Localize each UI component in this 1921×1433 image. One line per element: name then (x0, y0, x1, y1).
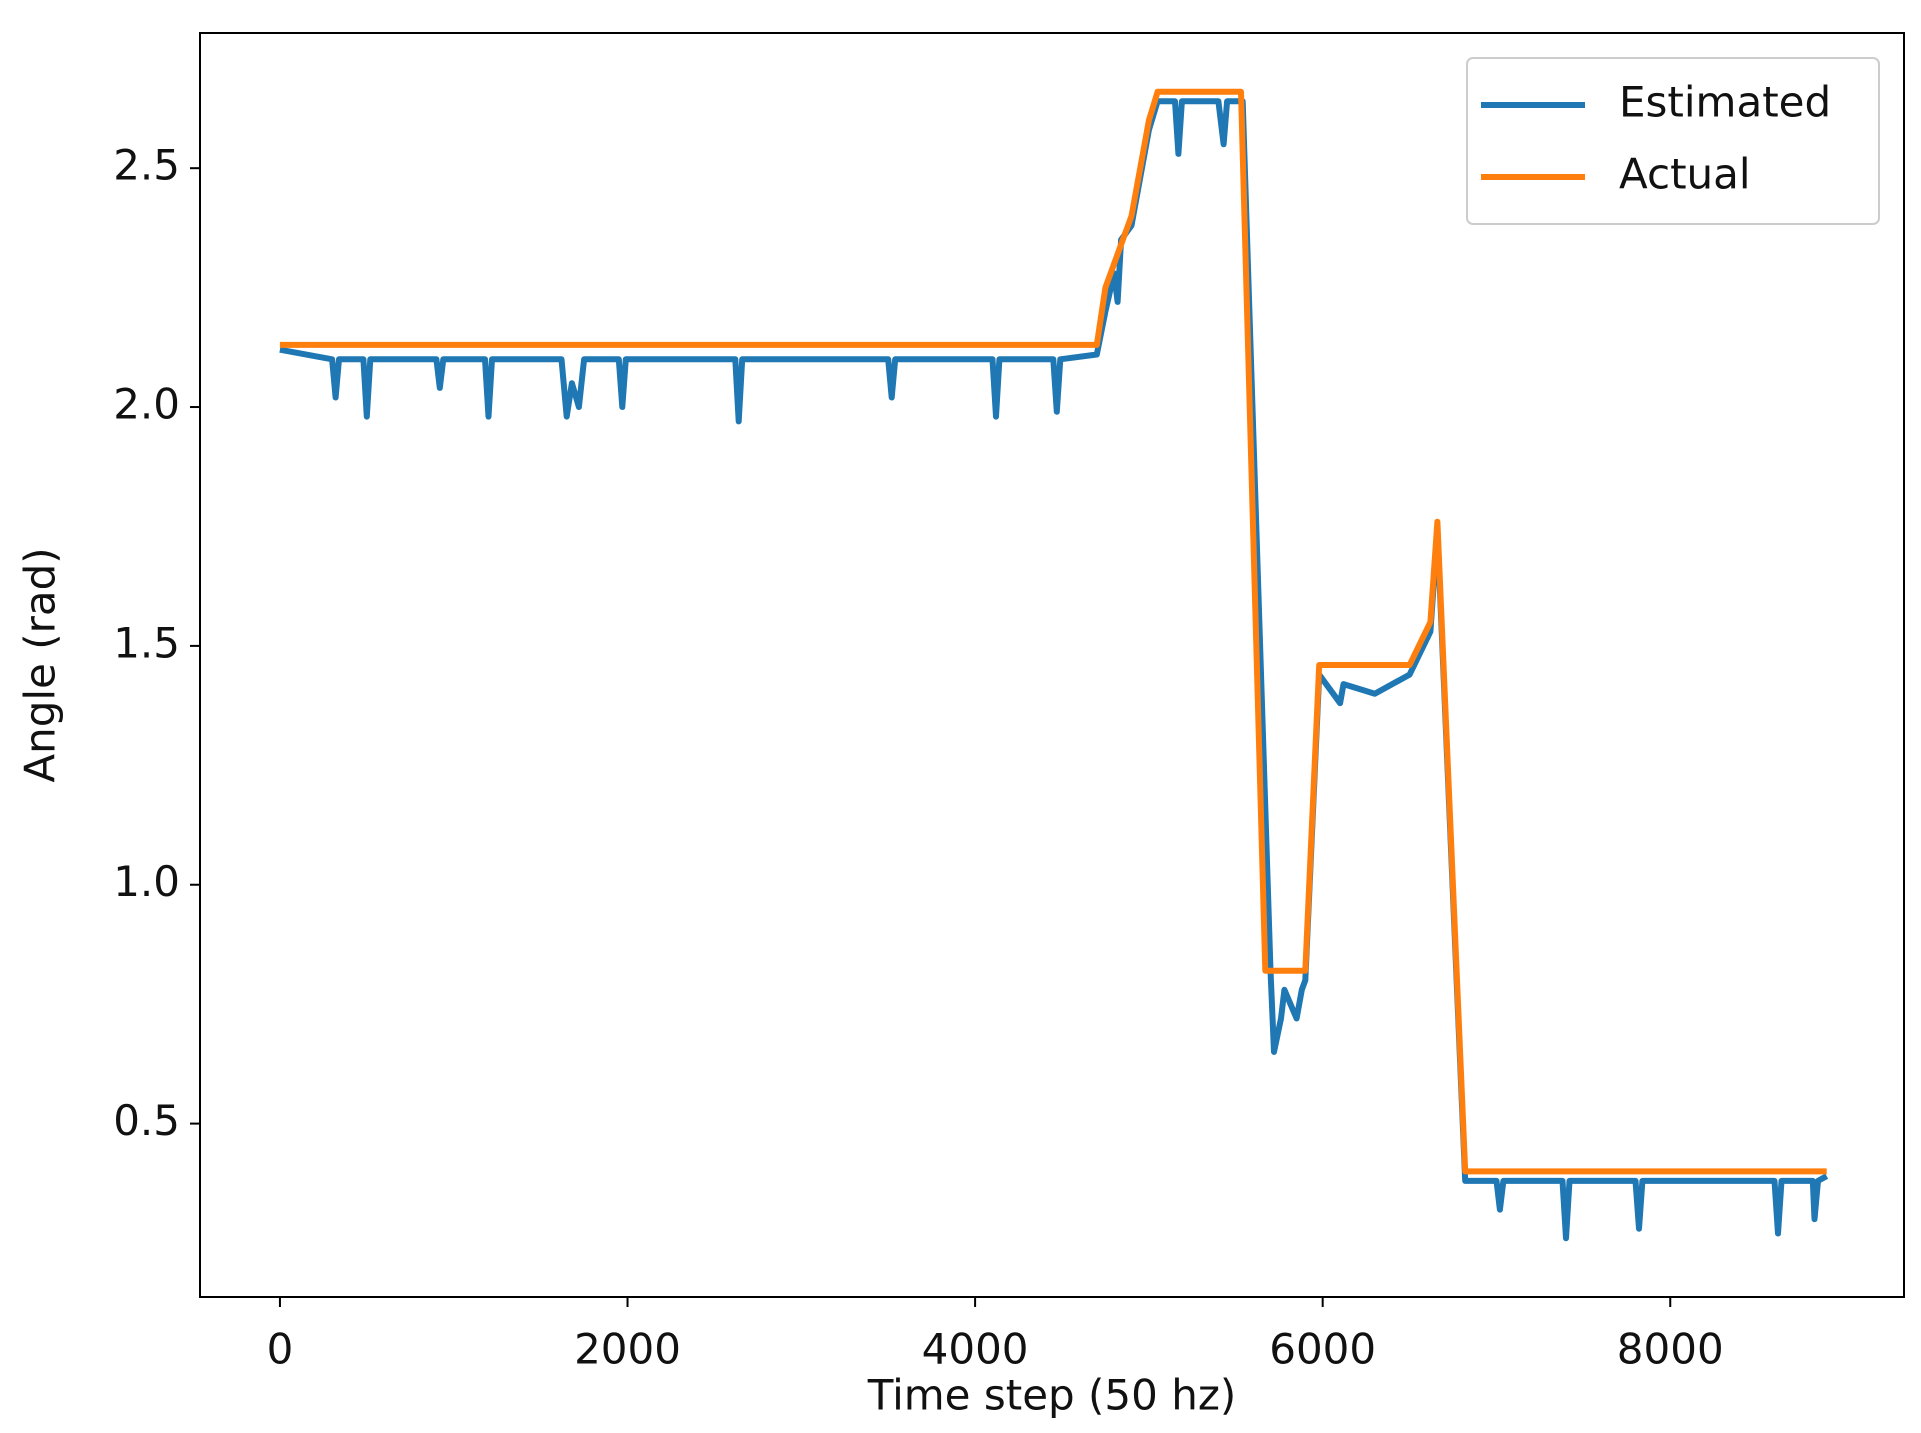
y-tick-label: 2.5 (113, 141, 180, 190)
legend-label: Actual (1619, 150, 1751, 199)
x-axis-label: Time step (50 hz) (867, 1371, 1237, 1420)
y-tick-label: 1.0 (113, 857, 180, 906)
legend-box (1466, 57, 1880, 225)
legend-label: Estimated (1619, 78, 1831, 127)
x-tick-label: 0 (267, 1325, 294, 1374)
y-tick-label: 2.0 (113, 380, 180, 429)
x-tick-label: 4000 (922, 1325, 1029, 1374)
x-tick-label: 8000 (1617, 1325, 1724, 1374)
y-axis-label: Angle (rad) (16, 547, 65, 782)
plot-frame (199, 32, 1905, 1298)
series-line (279, 98, 1829, 1242)
x-tick-label: 2000 (574, 1325, 681, 1374)
series-line (279, 88, 1827, 1175)
y-tick-label: 1.5 (113, 618, 180, 667)
x-tick-label: 6000 (1269, 1325, 1376, 1374)
y-tick-label: 0.5 (113, 1096, 180, 1145)
